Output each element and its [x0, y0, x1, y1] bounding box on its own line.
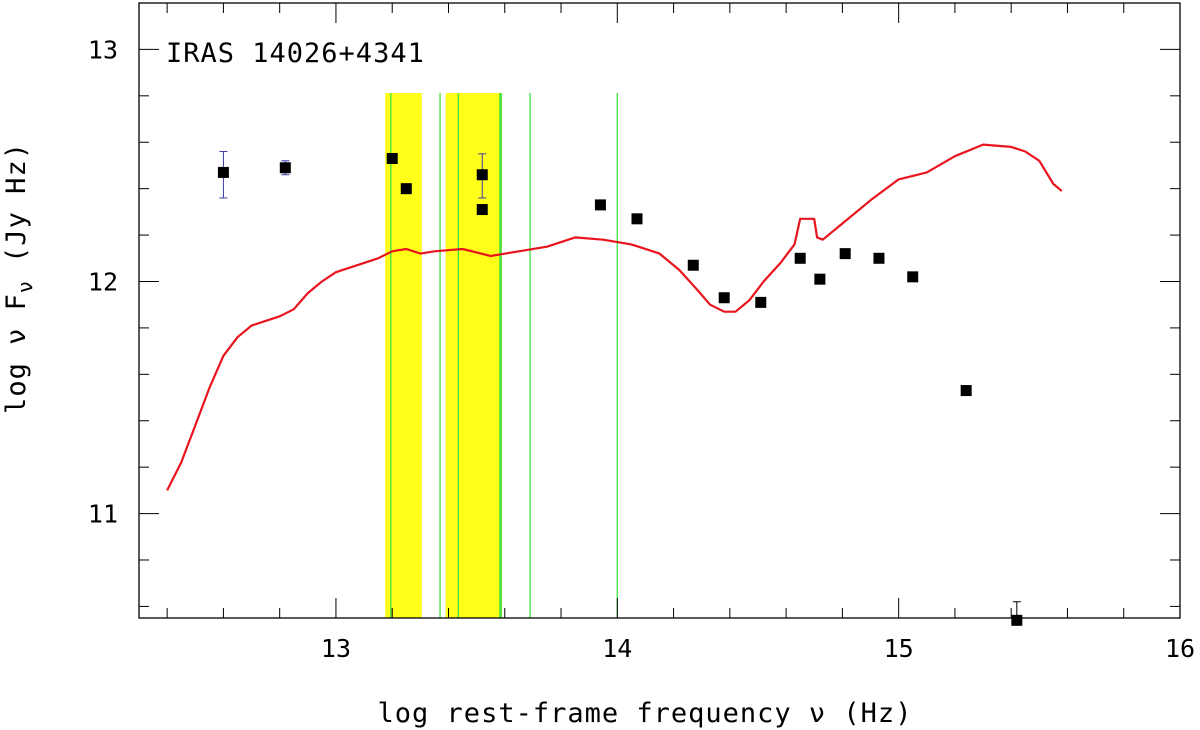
data-point-11	[794, 252, 806, 264]
data-point-8	[687, 259, 699, 271]
data-point-4	[476, 169, 488, 181]
data-points	[217, 152, 1023, 626]
y-tick-label-12: 12	[88, 267, 118, 296]
y-axis-title: log ν Fν (Jy Hz)	[1, 142, 37, 414]
data-point-17	[1011, 614, 1023, 626]
model-curve-layer	[166, 143, 1063, 491]
data-point-14	[873, 252, 885, 264]
data-point-1	[279, 162, 291, 174]
shaded-band-1	[445, 93, 502, 618]
vertical-lines	[390, 93, 618, 618]
plot-border	[138, 2, 1181, 619]
x-tick-label-13: 13	[321, 634, 351, 663]
data-point-2	[386, 152, 398, 164]
error-bars	[219, 151, 1021, 621]
x-tick-label-14: 14	[602, 634, 632, 663]
data-point-3	[400, 183, 412, 195]
model-curve	[166, 143, 1063, 491]
data-point-7	[631, 213, 643, 225]
tick-labels: 13 14 15 16 11 12 13	[88, 35, 1195, 663]
data-point-5	[476, 204, 488, 216]
chart-title: IRAS 14026+4341	[166, 38, 425, 69]
shaded-bands	[385, 93, 502, 618]
data-point-9	[718, 292, 730, 304]
y-tick-label-13: 13	[88, 35, 118, 64]
x-tick-label-16: 16	[1165, 634, 1195, 663]
axis-ticks	[139, 2, 1181, 618]
x-tick-label-15: 15	[884, 634, 914, 663]
y-tick-label-11: 11	[88, 500, 118, 529]
data-point-0	[217, 166, 229, 178]
data-point-12	[814, 273, 826, 285]
x-axis-title: log rest-frame frequency ν (Hz)	[378, 698, 913, 729]
plot-frame	[138, 2, 1181, 619]
data-point-15	[907, 271, 919, 283]
data-point-6	[594, 199, 606, 211]
data-point-10	[755, 296, 767, 308]
data-point-13	[839, 248, 851, 260]
data-point-16	[960, 385, 972, 397]
